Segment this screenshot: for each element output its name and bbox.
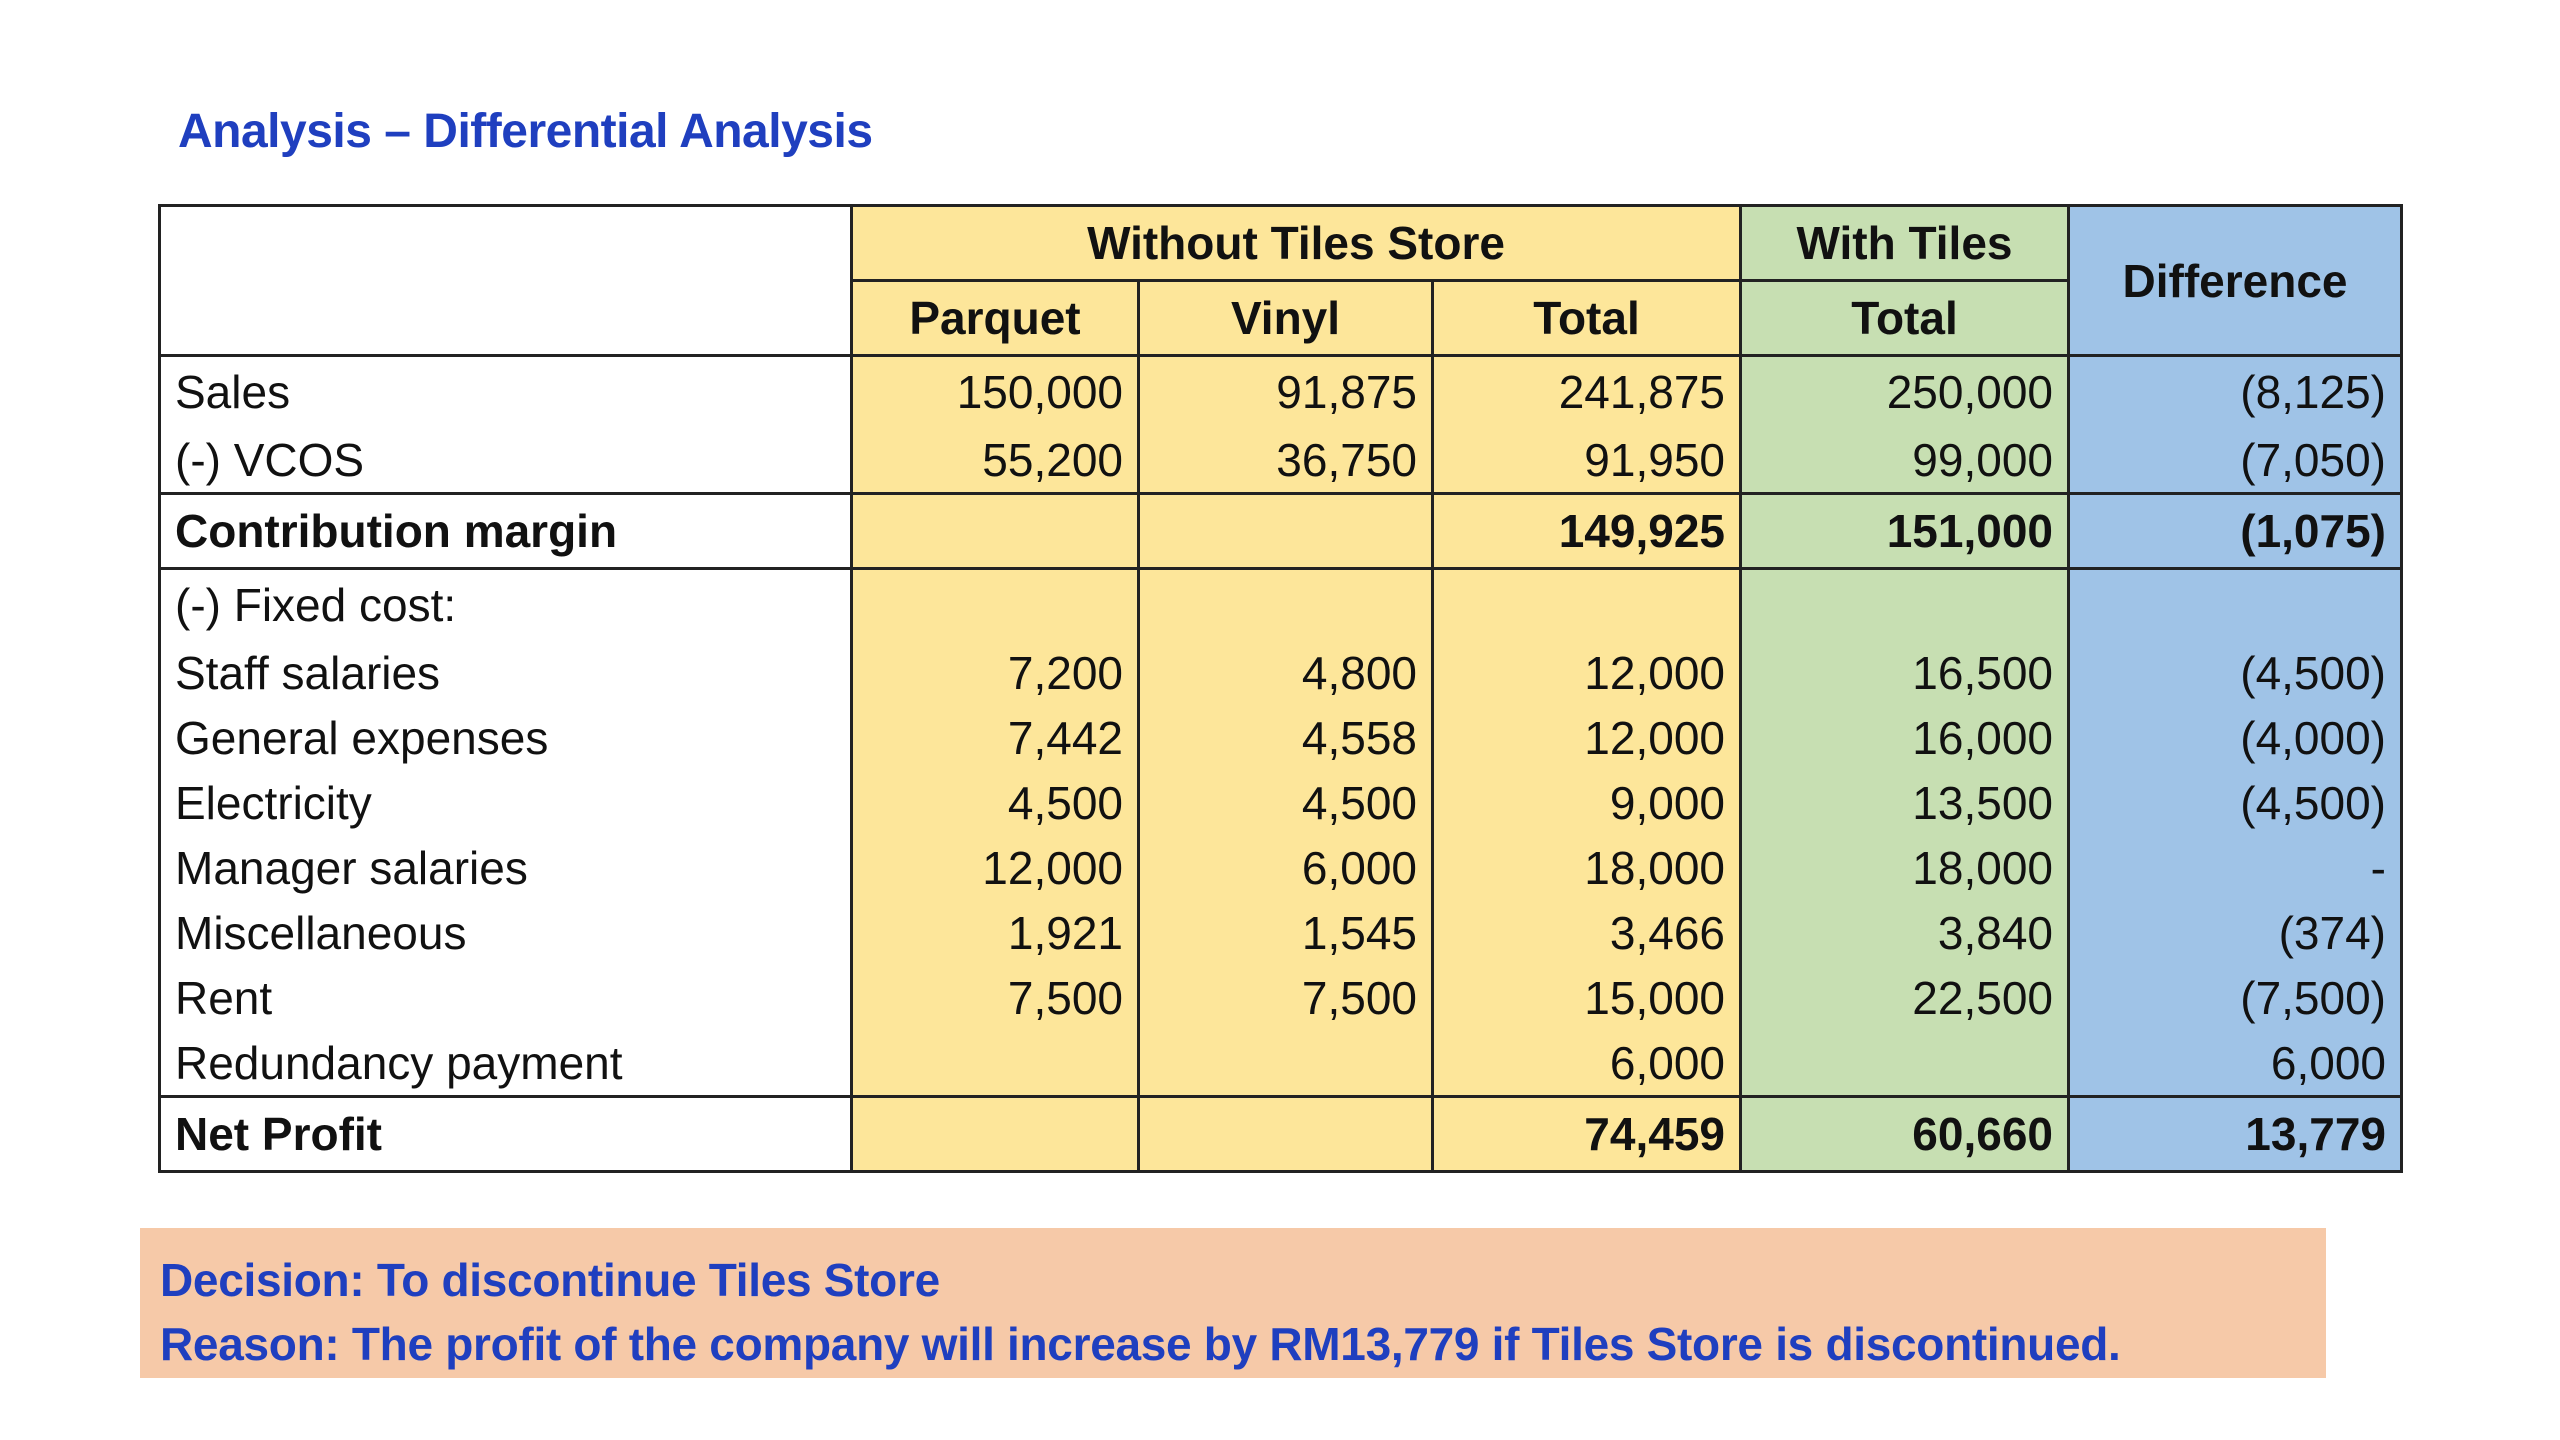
- cell-parquet: 7,442: [850, 705, 1140, 770]
- header-total-with: Total: [1739, 280, 2070, 357]
- cell-total-with: 250,000: [1739, 355, 2070, 427]
- cell-parquet: 12,000: [850, 835, 1140, 900]
- header-blank-cell: [158, 204, 853, 357]
- cell-parquet: 55,200: [850, 427, 1140, 495]
- cell-total-with: 18,000: [1739, 835, 2070, 900]
- cell-total-with: 13,500: [1739, 770, 2070, 835]
- table-row: (-) Fixed cost:: [158, 568, 2403, 640]
- cell-difference: 13,779: [2067, 1095, 2403, 1173]
- cell-vinyl: [1137, 1095, 1434, 1173]
- cell-difference: 6,000: [2067, 1030, 2403, 1097]
- row-label: Rent: [158, 965, 853, 1030]
- cell-total-with: 16,500: [1739, 640, 2070, 705]
- cell-total-without: 6,000: [1431, 1030, 1742, 1097]
- cell-vinyl: 1,545: [1137, 900, 1434, 965]
- header-parquet: Parquet: [850, 280, 1140, 357]
- cell-total-with: 16,000: [1739, 705, 2070, 770]
- table-row: General expenses 7,442 4,558 12,000 16,0…: [158, 705, 2403, 770]
- cell-parquet: 4,500: [850, 770, 1140, 835]
- cell-vinyl: 4,800: [1137, 640, 1434, 705]
- row-label: (-) VCOS: [158, 427, 853, 495]
- header-difference: Difference: [2067, 204, 2403, 357]
- cell-parquet: [850, 1030, 1140, 1097]
- row-label: Manager salaries: [158, 835, 853, 900]
- reason-text: Reason: The profit of the company will i…: [160, 1318, 2121, 1370]
- row-label: Sales: [158, 355, 853, 427]
- decision-text: Decision: To discontinue Tiles Store: [160, 1254, 940, 1306]
- cell-parquet: 1,921: [850, 900, 1140, 965]
- cell-total-without: 241,875: [1431, 355, 1742, 427]
- cell-vinyl: 4,500: [1137, 770, 1434, 835]
- row-label: Net Profit: [158, 1095, 853, 1173]
- cell-total-without: 18,000: [1431, 835, 1742, 900]
- cell-parquet: [850, 493, 1140, 570]
- table-row: Staff salaries 7,200 4,800 12,000 16,500…: [158, 640, 2403, 705]
- cell-vinyl: 6,000: [1137, 835, 1434, 900]
- table-row: Miscellaneous 1,921 1,545 3,466 3,840 (3…: [158, 900, 2403, 965]
- header-total-without: Total: [1431, 280, 1742, 357]
- cell-vinyl: [1137, 1030, 1434, 1097]
- header-vinyl: Vinyl: [1137, 280, 1434, 357]
- cell-parquet: [850, 1095, 1140, 1173]
- cell-total-with: 22,500: [1739, 965, 2070, 1030]
- row-label: (-) Fixed cost:: [158, 568, 853, 640]
- row-label: Miscellaneous: [158, 900, 853, 965]
- table-row-contribution-margin: Contribution margin 149,925 151,000 (1,0…: [158, 493, 2403, 570]
- cell-parquet: 7,500: [850, 965, 1140, 1030]
- cell-vinyl: [1137, 568, 1434, 640]
- row-label: Redundancy payment: [158, 1030, 853, 1097]
- row-label: Staff salaries: [158, 640, 853, 705]
- cell-total-without: 9,000: [1431, 770, 1742, 835]
- cell-vinyl: 91,875: [1137, 355, 1434, 427]
- table-row: Rent 7,500 7,500 15,000 22,500 (7,500): [158, 965, 2403, 1030]
- table-row: Electricity 4,500 4,500 9,000 13,500 (4,…: [158, 770, 2403, 835]
- cell-vinyl: 4,558: [1137, 705, 1434, 770]
- cell-total-with: [1739, 1030, 2070, 1097]
- cell-total-without: 12,000: [1431, 705, 1742, 770]
- table-row-net-profit: Net Profit 74,459 60,660 13,779: [158, 1095, 2403, 1173]
- cell-total-without: 74,459: [1431, 1095, 1742, 1173]
- cell-parquet: 150,000: [850, 355, 1140, 427]
- cell-parquet: [850, 568, 1140, 640]
- cell-vinyl: 36,750: [1137, 427, 1434, 495]
- table-row: Redundancy payment 6,000 6,000: [158, 1030, 2403, 1097]
- header-with-tiles: With Tiles: [1739, 204, 2070, 282]
- cell-difference: [2067, 568, 2403, 640]
- cell-total-with: 3,840: [1739, 900, 2070, 965]
- cell-total-without: 12,000: [1431, 640, 1742, 705]
- header-without-tiles-store: Without Tiles Store: [850, 204, 1742, 282]
- row-label: Electricity: [158, 770, 853, 835]
- cell-parquet: 7,200: [850, 640, 1140, 705]
- decision-box: Decision: To discontinue Tiles Store Rea…: [140, 1228, 2326, 1378]
- cell-total-without: 15,000: [1431, 965, 1742, 1030]
- cell-total-with: [1739, 568, 2070, 640]
- cell-difference: (8,125): [2067, 355, 2403, 427]
- cell-total-without: [1431, 568, 1742, 640]
- cell-difference: (7,050): [2067, 427, 2403, 495]
- cell-difference: (374): [2067, 900, 2403, 965]
- cell-difference: (4,000): [2067, 705, 2403, 770]
- table-row: Manager salaries 12,000 6,000 18,000 18,…: [158, 835, 2403, 900]
- cell-total-with: 151,000: [1739, 493, 2070, 570]
- cell-difference: (1,075): [2067, 493, 2403, 570]
- cell-vinyl: [1137, 493, 1434, 570]
- table-row: Sales 150,000 91,875 241,875 250,000 (8,…: [158, 355, 2403, 427]
- differential-analysis-table: Without Tiles Store With Tiles Differenc…: [158, 204, 2403, 1173]
- page-title: Analysis – Differential Analysis: [178, 105, 873, 158]
- cell-difference: (7,500): [2067, 965, 2403, 1030]
- cell-difference: (4,500): [2067, 770, 2403, 835]
- cell-total-without: 91,950: [1431, 427, 1742, 495]
- cell-vinyl: 7,500: [1137, 965, 1434, 1030]
- row-label: General expenses: [158, 705, 853, 770]
- cell-total-without: 3,466: [1431, 900, 1742, 965]
- row-label: Contribution margin: [158, 493, 853, 570]
- cell-total-without: 149,925: [1431, 493, 1742, 570]
- cell-difference: (4,500): [2067, 640, 2403, 705]
- table-row: (-) VCOS 55,200 36,750 91,950 99,000 (7,…: [158, 427, 2403, 495]
- cell-total-with: 99,000: [1739, 427, 2070, 495]
- cell-total-with: 60,660: [1739, 1095, 2070, 1173]
- cell-difference: -: [2067, 835, 2403, 900]
